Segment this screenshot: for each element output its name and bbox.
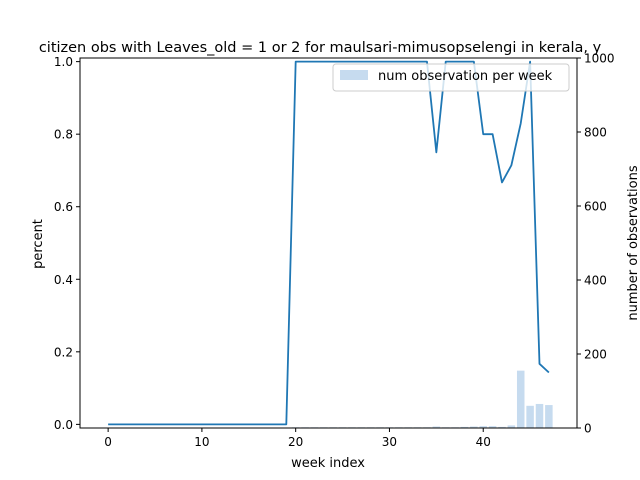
legend-frame: [332, 63, 570, 92]
y-tick-label: 0.2: [54, 345, 73, 359]
bar: [498, 426, 506, 428]
y-tick-label: 1.0: [54, 55, 73, 69]
y-tick-label: 0.4: [54, 273, 73, 287]
y2-tick-label: 1000: [584, 52, 615, 66]
bar: [460, 426, 469, 428]
y2-tick-label: 0: [584, 422, 592, 436]
y-tick-label: 0.0: [54, 418, 73, 432]
y-tick-label: 0.8: [54, 128, 73, 142]
bar: [488, 426, 497, 428]
y2-tick-label: 800: [584, 126, 607, 140]
bar: [516, 370, 525, 428]
y2-tick-label: 400: [584, 274, 607, 288]
y-axis-label: percent: [31, 219, 46, 269]
bar: [545, 405, 553, 428]
y-tick-label: 0.6: [54, 200, 73, 214]
x-axis-label: week index: [291, 456, 365, 471]
axes-frame: [79, 57, 578, 429]
chart-title: citizen obs with Leaves_old = 1 or 2 for…: [39, 40, 602, 56]
x-tick-label: 10: [194, 435, 209, 449]
x-tick-label: 0: [104, 435, 112, 449]
y2-axis-label: number of observations: [626, 165, 640, 320]
x-tick-label: 40: [476, 435, 491, 449]
percent-line: [108, 60, 550, 426]
bar: [470, 426, 478, 428]
bar: [432, 426, 441, 428]
y2-tick-label: 200: [584, 348, 607, 362]
legend: num observation per week: [332, 63, 570, 92]
bar: [479, 426, 487, 428]
x-tick-label: 20: [288, 435, 303, 449]
legend-swatch: [340, 70, 368, 80]
bar: [507, 425, 516, 428]
axes: 0 10 20 30 40 0.0 0.2 0.4 0.6 0.8 1.0 0 200 400 600 800…: [54, 52, 615, 450]
plot-area: [108, 60, 553, 428]
bar: [526, 405, 534, 428]
bar: [535, 403, 544, 428]
x-tick-label: 30: [382, 435, 397, 449]
legend-label: num observation per week: [378, 69, 553, 84]
y2-tick-label: 600: [584, 200, 607, 214]
